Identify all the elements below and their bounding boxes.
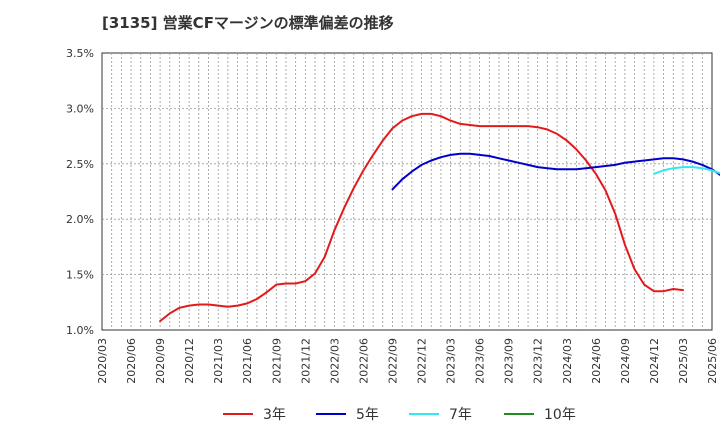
x-tick-label: 2020/12 (183, 338, 196, 384)
x-tick-label: 2024/03 (561, 338, 574, 384)
x-tick-label: 2023/12 (532, 338, 545, 384)
y-tick-label: 3.0% (66, 102, 94, 115)
x-tick-label: 2025/06 (706, 338, 719, 384)
axis-layer: 1.0% 1.5% 2.0% 2.5% 3.0% 3.5% 2020/03 2020/06 20… (66, 47, 719, 384)
series-line-1 (159, 112, 684, 323)
chart-title: [3135] 営業CFマージンの標準偏差の推移 (102, 14, 394, 32)
x-tick-label: 2024/06 (590, 338, 603, 384)
x-tick-label: 2024/12 (648, 338, 661, 384)
series-layer (159, 112, 720, 323)
series-line-3 (652, 166, 720, 175)
grid-layer (101, 52, 713, 331)
x-tick-label: 2023/03 (445, 338, 458, 384)
x-tick-label: 2021/06 (241, 338, 254, 384)
legend-label-1: 3年 (263, 407, 286, 423)
x-tick-label: 2021/09 (270, 338, 283, 384)
x-tick-label: 2020/06 (125, 338, 138, 384)
series-line-2 (391, 152, 720, 191)
y-tick-label: 1.0% (66, 324, 94, 337)
y-tick-label: 3.5% (66, 47, 94, 60)
x-tick-label: 2024/09 (619, 338, 632, 384)
x-tick-label: 2022/12 (416, 338, 429, 384)
x-tick-label: 2022/06 (357, 338, 370, 384)
x-tick-label: 2020/09 (154, 338, 167, 384)
legend-label-4: 10年 (544, 407, 576, 423)
plot-frame (101, 52, 713, 331)
y-tick-label: 2.5% (66, 158, 94, 171)
legend-layer: 3年 5年 7年 10年 (223, 407, 576, 423)
x-tick-label: 2023/09 (503, 338, 516, 384)
x-tick-label: 2022/03 (328, 338, 341, 384)
y-tick-label: 2.0% (66, 213, 94, 226)
legend-label-3: 7年 (449, 407, 472, 423)
legend-label-2: 5年 (356, 407, 379, 423)
y-tick-label: 1.5% (66, 269, 94, 282)
x-tick-label: 2022/09 (386, 338, 399, 384)
x-tick-label: 2020/03 (96, 338, 109, 384)
x-tick-label: 2023/06 (474, 338, 487, 384)
x-tick-label: 2021/03 (212, 338, 225, 384)
x-tick-label: 2025/03 (677, 338, 690, 384)
x-tick-label: 2021/12 (299, 338, 312, 384)
